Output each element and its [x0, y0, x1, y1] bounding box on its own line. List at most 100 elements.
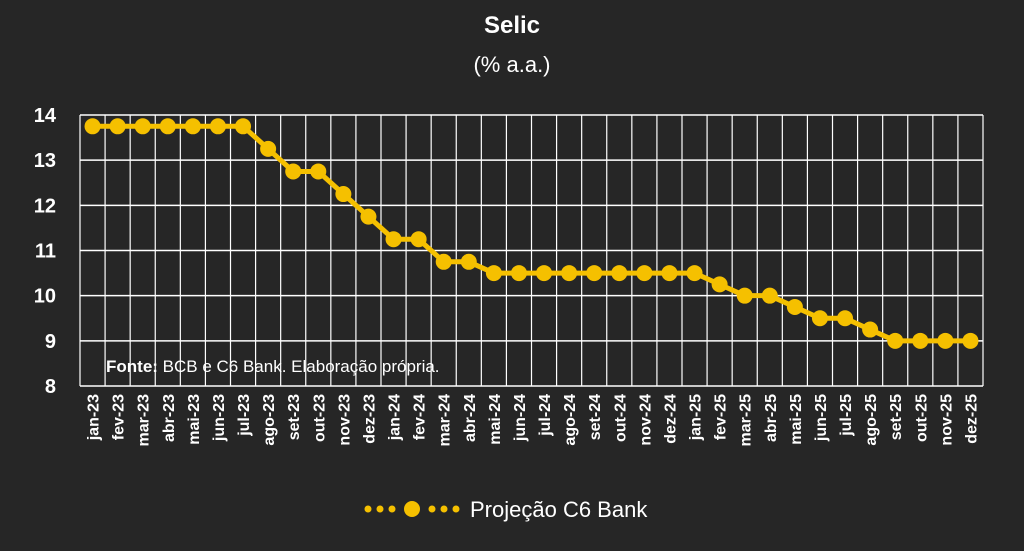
data-point	[786, 298, 803, 315]
x-tick-label: mai-24	[487, 394, 504, 445]
x-tick-label: set-25	[888, 394, 905, 440]
x-tick-label: abr-23	[161, 394, 178, 442]
data-point	[109, 118, 126, 135]
data-point	[310, 163, 327, 180]
data-point	[962, 332, 979, 349]
y-tick-label: 9	[45, 331, 56, 353]
data-point	[435, 253, 452, 270]
legend-marker-dot	[404, 501, 420, 517]
x-tick-label: out-23	[311, 394, 328, 442]
source-label: Fonte:	[106, 357, 158, 376]
x-tick-label: jun-25	[813, 394, 830, 442]
data-point	[410, 231, 427, 248]
data-point	[460, 253, 477, 270]
x-tick-label: abr-24	[462, 394, 479, 442]
x-tick-label: set-24	[587, 394, 604, 440]
x-tick-label: mar-25	[738, 394, 755, 447]
data-point	[561, 265, 578, 282]
x-tick-label: ago-23	[261, 394, 278, 446]
data-point	[260, 140, 277, 157]
data-point	[711, 276, 728, 293]
data-point	[736, 287, 753, 304]
data-point	[912, 332, 929, 349]
legend-dot	[452, 505, 460, 513]
x-tick-label: out-25	[913, 394, 930, 442]
x-tick-label: jul-24	[537, 394, 554, 437]
legend-dot	[376, 505, 384, 513]
data-point	[661, 265, 678, 282]
x-tick-label: dez-25	[963, 394, 980, 444]
x-tick-label: jun-24	[512, 394, 529, 442]
x-tick-label: dez-24	[662, 394, 679, 444]
legend-dot	[440, 505, 448, 513]
x-tick-label: ago-25	[863, 394, 880, 446]
data-point	[536, 265, 553, 282]
x-tick-label: dez-23	[361, 394, 378, 444]
data-point	[611, 265, 628, 282]
x-tick-label: set-23	[286, 394, 303, 440]
x-tick-label: nov-23	[336, 394, 353, 446]
x-tick-label: out-24	[612, 394, 629, 442]
data-point	[811, 310, 828, 327]
legend: Projeção C6 Bank	[364, 497, 648, 522]
x-tick-label: abr-25	[763, 394, 780, 442]
legend-dot	[388, 505, 396, 513]
y-tick-label: 13	[34, 150, 56, 172]
data-point	[84, 118, 101, 135]
data-point	[385, 231, 402, 248]
data-point	[235, 118, 252, 135]
x-tick-label: mar-23	[136, 394, 153, 447]
grid	[79, 114, 984, 387]
x-tick-label: mai-23	[186, 394, 203, 445]
y-tick-label: 10	[34, 286, 56, 308]
data-point	[159, 118, 176, 135]
x-tick-label: fev-24	[412, 394, 429, 440]
chart-subtitle: (% a.a.)	[473, 52, 550, 77]
x-tick-label: mar-24	[437, 394, 454, 447]
source-text: BCB e C6 Bank. Elaboração própria.	[158, 357, 440, 376]
x-axis: jan-23 fev-23 mar-23 abr-23 mai-23 jun-23 jul-…	[86, 394, 981, 447]
x-tick-label: jul-23	[236, 394, 253, 437]
data-point	[510, 265, 527, 282]
data-point	[184, 118, 201, 135]
x-tick-label: mai-25	[788, 394, 805, 445]
legend-marker	[364, 501, 460, 517]
data-point	[134, 118, 151, 135]
data-point	[586, 265, 603, 282]
data-point	[335, 186, 352, 203]
data-point	[937, 332, 954, 349]
data-point	[360, 208, 377, 225]
data-point	[887, 332, 904, 349]
data-point	[862, 321, 879, 338]
x-tick-label: jan-25	[688, 394, 705, 441]
x-tick-label: ago-24	[562, 394, 579, 446]
x-tick-label: jul-25	[838, 394, 855, 437]
y-tick-label: 11	[35, 241, 56, 263]
series-projecao-c6	[84, 118, 979, 349]
data-point	[285, 163, 302, 180]
legend-dot	[428, 505, 436, 513]
legend-dot	[364, 505, 372, 513]
y-tick-label: 12	[34, 195, 56, 217]
x-tick-label: fev-23	[111, 394, 128, 440]
data-point	[209, 118, 226, 135]
x-tick-label: jun-23	[211, 394, 228, 442]
x-tick-label: jan-24	[387, 394, 404, 441]
data-point	[686, 265, 703, 282]
data-point	[837, 310, 854, 327]
source-note: Fonte: BCB e C6 Bank. Elaboração própria…	[106, 357, 440, 376]
data-point	[636, 265, 653, 282]
data-point	[485, 265, 502, 282]
x-tick-label: nov-24	[637, 394, 654, 446]
legend-label: Projeção C6 Bank	[470, 497, 648, 522]
y-tick-label: 8	[45, 376, 56, 398]
x-tick-label: jan-23	[86, 394, 103, 441]
data-point	[761, 287, 778, 304]
y-tick-label: 14	[34, 105, 57, 127]
y-axis: 8 9 10 11 12 13 14	[34, 105, 57, 398]
x-tick-label: fev-25	[713, 394, 730, 440]
chart-title: Selic	[484, 12, 540, 39]
x-tick-label: nov-25	[938, 394, 955, 446]
